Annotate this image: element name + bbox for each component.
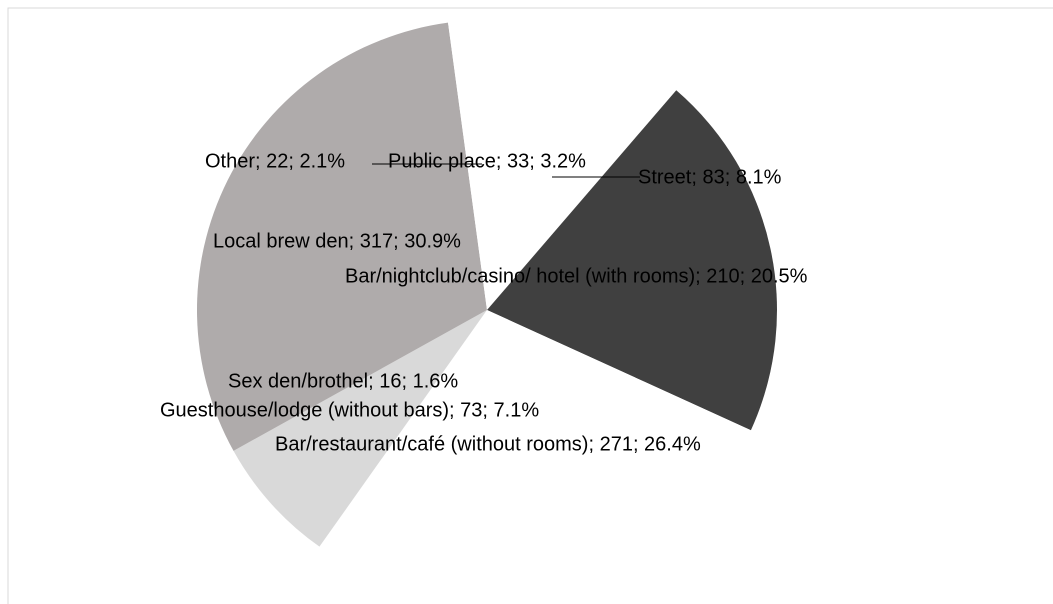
data-label: Sex den/brothel; 16; 1.6% [228, 370, 458, 392]
slice [319, 310, 487, 562]
data-label: Other; 22; 2.1% [205, 150, 345, 172]
frame [7, 7, 1053, 604]
data-label: Bar/restaurant/café (without rooms); 271… [275, 433, 701, 455]
slice [448, 20, 487, 310]
slice [343, 310, 751, 600]
data-label: Local brew den; 317; 30.9% [213, 230, 461, 252]
slice [233, 310, 487, 547]
data-label: Public place; 33; 3.2% [388, 150, 586, 172]
slice [487, 20, 546, 310]
slice [487, 90, 777, 431]
data-label: Bar/nightclub/casino/ hotel (with rooms)… [345, 265, 808, 287]
data-label: Street; 83; 8.1% [638, 166, 782, 188]
slice [487, 25, 677, 311]
slices [197, 20, 777, 600]
slice [197, 22, 488, 451]
labels: Public place; 33; 3.2% Street; 83; 8.1% Ba… [160, 150, 808, 455]
data-label: Guesthouse/lodge (without bars); 73; 7.1… [160, 399, 539, 421]
